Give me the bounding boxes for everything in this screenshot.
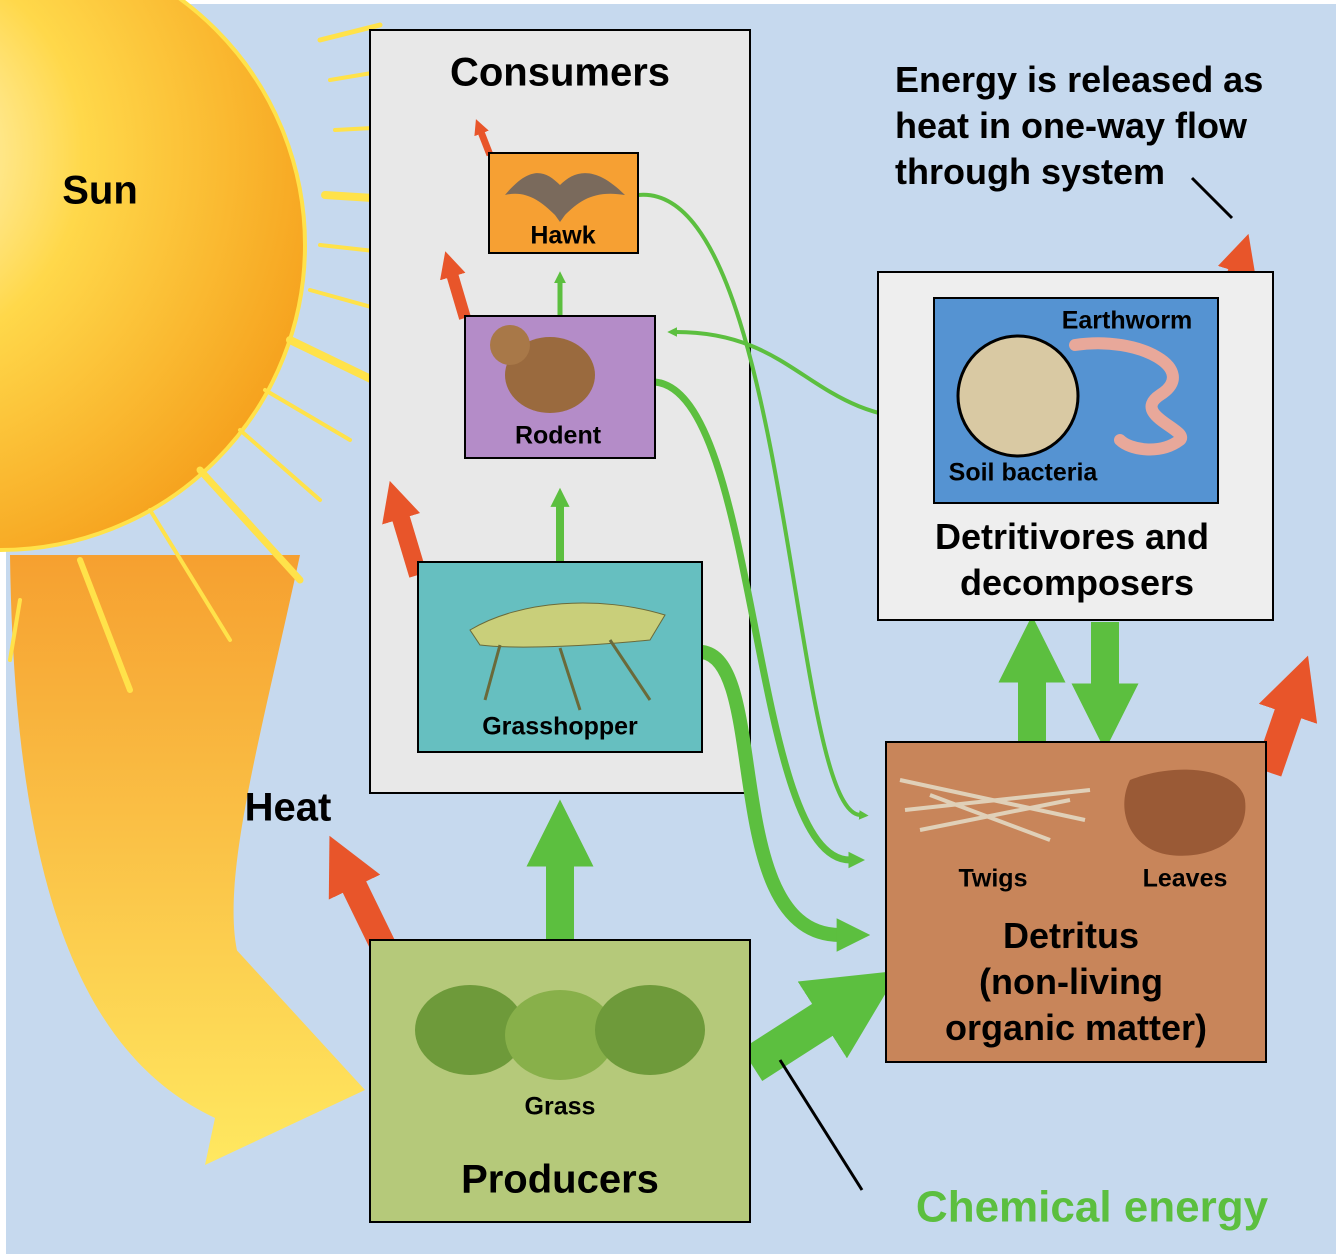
detritus-title-line: organic matter): [945, 1007, 1207, 1048]
grass-label: Grass: [525, 1093, 596, 1121]
leaves-label: Leaves: [1143, 865, 1228, 893]
decomposers-title-line: Detritivores and: [935, 516, 1209, 557]
hawk-label: Hawk: [530, 222, 595, 250]
twigs-label: Twigs: [959, 865, 1028, 893]
heat-note-line: Energy is released as: [895, 59, 1263, 100]
diagram: Sun Consumers Hawk Rodent Grasshopper He…: [0, 0, 1340, 1258]
heat-note-line: through system: [895, 151, 1165, 192]
chemical-energy-label: Chemical energy: [916, 1183, 1269, 1232]
producers-title: Producers: [461, 1158, 659, 1202]
soil-bacteria-figure: [958, 336, 1078, 456]
grasshopper-label: Grasshopper: [482, 713, 638, 741]
soil-bacteria-label: Soil bacteria: [949, 459, 1099, 487]
grass-figure: [415, 985, 705, 1080]
detritus-title-line: (non-living: [979, 961, 1163, 1002]
detritus-title-line: Detritus: [1003, 915, 1139, 956]
heat-label: Heat: [245, 786, 332, 830]
heat-note-line: heat in one-way flow: [895, 105, 1248, 146]
decomposers-title-line: decomposers: [960, 562, 1194, 603]
rodent-head: [490, 325, 530, 365]
consumers-title: Consumers: [450, 51, 670, 95]
earthworm-label: Earthworm: [1062, 307, 1193, 335]
sun-label: Sun: [62, 169, 138, 213]
rodent-label: Rodent: [515, 422, 602, 450]
